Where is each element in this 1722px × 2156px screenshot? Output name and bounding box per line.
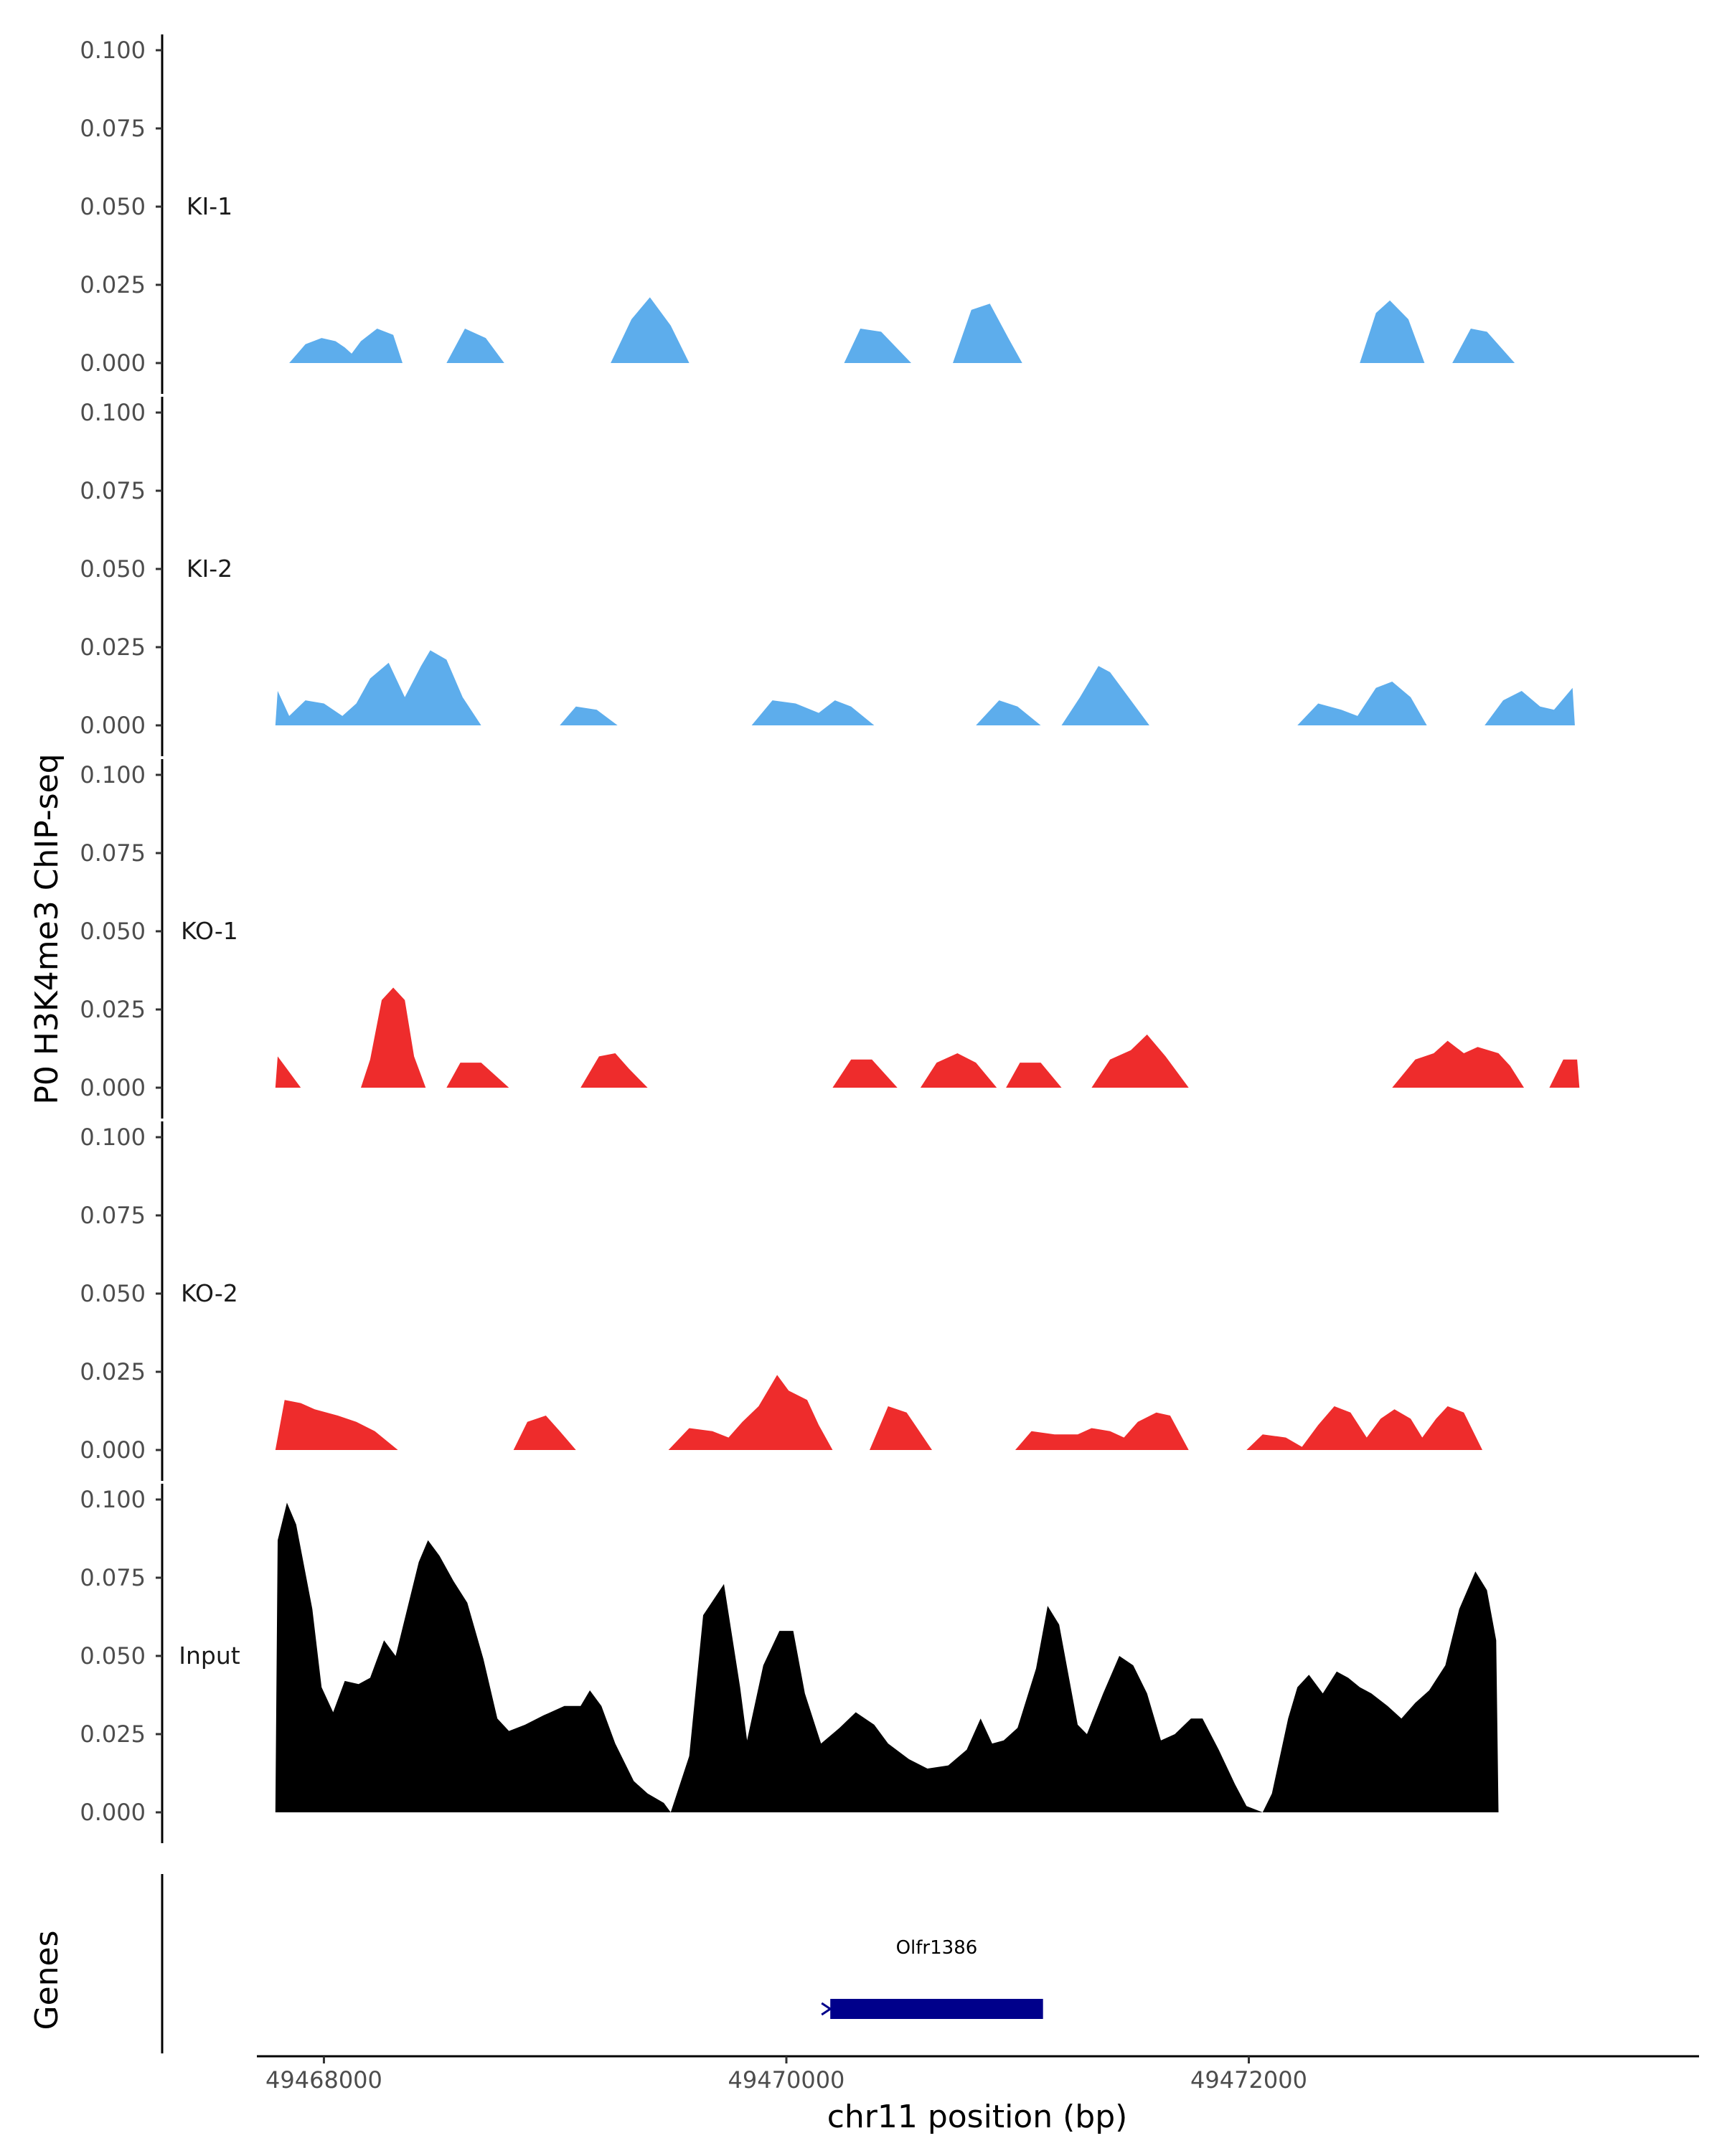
x-tick-label: 49468000	[265, 2066, 382, 2094]
y-tick-label: 0.100	[80, 399, 146, 426]
gene-body-olfr1386	[830, 1999, 1043, 2019]
y-tick-label: 0.075	[80, 115, 146, 142]
y-tick-label: 0.075	[80, 1202, 146, 1229]
y-tick-label: 0.100	[80, 37, 146, 64]
genes-panel: Genes Olfr1386	[29, 1874, 1043, 2053]
y-tick-label: 0.025	[80, 634, 146, 661]
coverage-area-input	[275, 1502, 1499, 1812]
y-tick-label: 0.050	[80, 555, 146, 583]
y-tick-label: 0.100	[80, 1486, 146, 1513]
y-tick-label: 0.050	[80, 1280, 146, 1307]
y-tick-label: 0.000	[80, 1074, 146, 1101]
track-label: Input	[179, 1642, 240, 1670]
gene-strand-arrow	[821, 2002, 832, 2016]
track-label: KO-1	[181, 917, 238, 945]
y-tick-label: 0.025	[80, 996, 146, 1023]
y-tick-label: 0.050	[80, 1642, 146, 1670]
track-panel-ki-1: 0.000 0.025 0.050 0.075 0.100 KI-1	[80, 34, 1515, 394]
y-tick-label: 0.000	[80, 1436, 146, 1464]
genes-axis-title: Genes	[29, 1930, 65, 2030]
y-tick-label: 0.075	[80, 839, 146, 867]
y-tick-label: 0.025	[80, 1358, 146, 1385]
coverage-area-ki-2	[275, 650, 1575, 725]
y-tick-label: 0.000	[80, 1799, 146, 1826]
y-tick-label: 0.050	[80, 193, 146, 220]
track-label: KI-1	[187, 192, 232, 220]
track-panel-ko-2: 0.000 0.025 0.050 0.075 0.100 KO-2	[80, 1121, 1482, 1481]
x-axis: 49468000 49470000 49472000 chr11 position (…	[257, 2055, 1699, 2135]
y-tick-label: 0.025	[80, 271, 146, 298]
y-axis-title: P0 H3K4me3 ChIP-seq	[29, 753, 65, 1104]
y-tick-label: 0.000	[80, 349, 146, 377]
coverage-area-ko-2	[275, 1375, 1482, 1450]
x-tick-label: 49470000	[728, 2066, 845, 2094]
coverage-area-ki-1	[289, 297, 1515, 363]
coverage-area-ko-1	[275, 987, 1580, 1088]
y-tick-label: 0.025	[80, 1720, 146, 1748]
y-tick-label: 0.075	[80, 1564, 146, 1591]
x-tick-label: 49472000	[1190, 2066, 1307, 2094]
gene-label: Olfr1386	[896, 1937, 978, 1959]
track-panel-input: 0.000 0.025 0.050 0.075 0.100 Input	[80, 1484, 1499, 1843]
track-label: KO-2	[181, 1279, 238, 1307]
y-tick-label: 0.100	[80, 1124, 146, 1151]
y-tick-label: 0.100	[80, 761, 146, 789]
y-tick-label: 0.000	[80, 712, 146, 739]
track-label: KI-2	[187, 555, 232, 583]
y-tick-label: 0.050	[80, 918, 146, 945]
x-axis-title: chr11 position (bp)	[827, 2099, 1128, 2135]
y-tick-label: 0.075	[80, 477, 146, 504]
track-panel-ko-1: 0.000 0.025 0.050 0.075 0.100 KO-1	[80, 759, 1580, 1119]
track-panel-ki-2: 0.000 0.025 0.050 0.075 0.100 KI-2	[80, 397, 1575, 756]
